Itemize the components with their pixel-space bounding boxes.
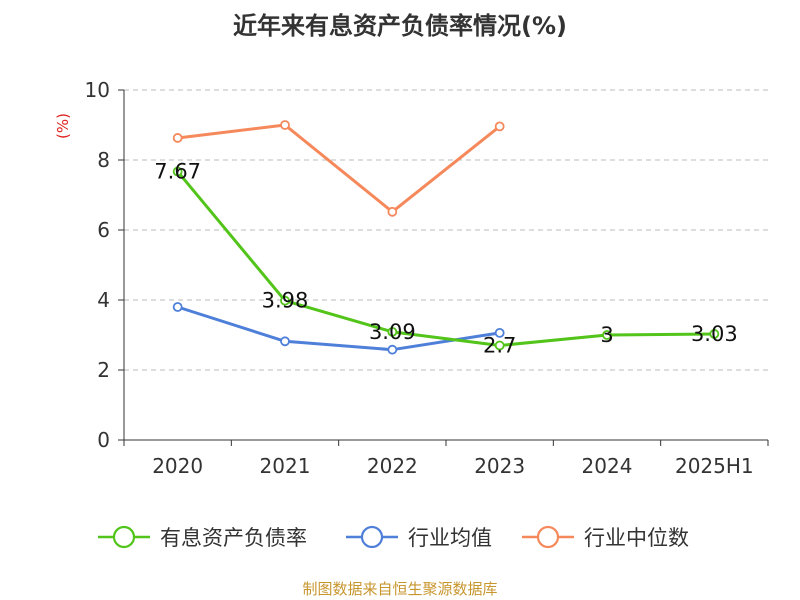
data-point [172,166,183,177]
legend-item: 行业中位数 [522,525,689,550]
y-tick-label: 8 [97,148,110,172]
data-label: 3.03 [691,322,738,346]
data-label: 2.7 [483,334,516,358]
x-tick-label: 2022 [367,454,418,478]
data-label: 3.98 [262,289,309,313]
legend-item: 行业均值 [346,525,492,550]
y-tick-label: 2 [97,358,110,382]
legend-label: 行业均值 [408,526,492,550]
chart-title: 近年来有息资产负债率情况(%) [233,12,567,40]
x-tick-label: 2020 [152,454,203,478]
data-point [172,302,183,312]
data-point [280,295,290,306]
axes: 0 2 4 6 8 10 2020 2021 2022 2023 2024 2025H1 (%) [54,78,769,478]
y-tick-label: 4 [97,288,110,312]
x-tick-label: 2024 [582,454,633,478]
series-line [177,305,500,352]
y-axis-unit: (%) [54,113,72,139]
data-point [494,121,505,132]
data-point [494,327,505,338]
data-label: 7.67 [154,160,201,184]
x-tick-label: 2025H1 [675,454,754,478]
y-tick-label: 10 [85,78,110,102]
y-tick-label: 0 [97,428,110,452]
data-point [494,340,505,351]
legend-item: 有息资产负债率 [98,525,307,550]
x-tick-label: 2021 [260,454,311,478]
data-point [280,336,290,347]
data-label: 3.09 [369,320,416,344]
series-line [176,170,715,347]
data-point [387,344,398,355]
data-point [709,329,720,339]
data-point [602,330,612,340]
series-layer [172,120,720,355]
source-note: 制图数据来自恒生聚源数据库 [302,580,498,598]
x-tick-label: 2023 [474,454,525,478]
y-tick-label: 6 [97,218,110,242]
data-point [280,120,290,130]
data-point [172,133,183,143]
legend-marker-icon [112,525,136,549]
legend-label: 有息资产负债率 [160,526,307,550]
legend-marker-icon [536,525,560,549]
legend-marker-icon [360,525,384,549]
data-label: 3 [600,323,613,347]
data-labels: 7.67 3.98 3.09 2.7 3 3.03 [154,160,737,358]
legend-label: 行业中位数 [584,526,689,550]
data-point [387,326,398,337]
data-point [387,206,398,217]
series-line [177,123,501,214]
legend: 有息资产负债率 行业均值 行业中位数 [98,525,689,550]
